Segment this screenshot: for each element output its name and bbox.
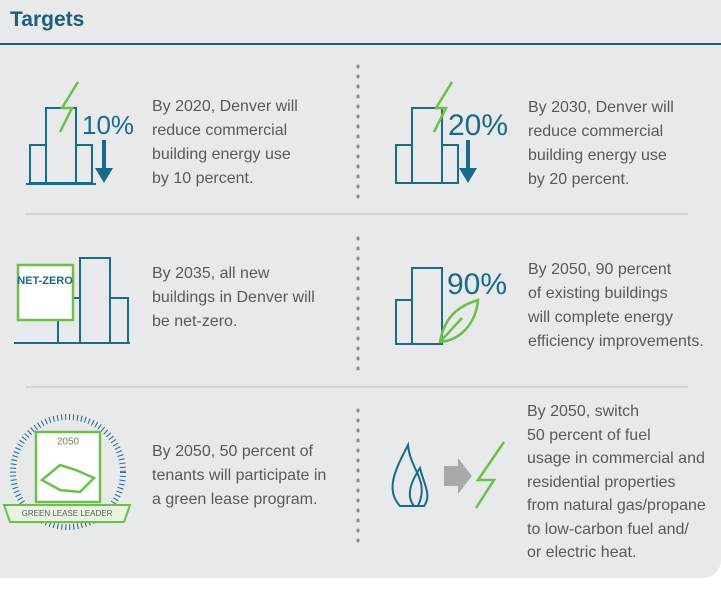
text-line: by 20 percent. — [528, 171, 630, 188]
net-zero-icon — [14, 257, 130, 344]
icon-label: NET-ZERO — [17, 275, 73, 287]
building-leaf-icon — [395, 267, 480, 345]
icon-label: 90% — [447, 268, 507, 301]
title: Targets — [10, 8, 85, 31]
text-line: usage in commercial and — [527, 450, 705, 467]
text-line: or electric heat. — [527, 544, 637, 561]
text-line: By 2050, 50 percent of — [152, 443, 313, 460]
target-text: By 2050, switch 50 percent of fuel usage i… — [527, 400, 706, 565]
text-line: efficiency improvements. — [528, 333, 704, 350]
target-text: By 2030, Denver will reduce commercial bui… — [528, 96, 674, 192]
target-text: By 2050, 50 percent of tenants will parti… — [152, 440, 326, 512]
text-line: By 2050, 90 percent — [528, 261, 672, 278]
text-line: By 2050, switch — [527, 403, 640, 420]
text-line: building energy use — [152, 146, 291, 163]
text-line: 50 percent of fuel — [527, 426, 651, 444]
text-line: of existing buildings — [528, 285, 668, 302]
text-line: to low-carbon fuel and/ — [527, 520, 689, 538]
target-text: By 2020, Denver will reduce commercial bui… — [152, 95, 298, 191]
text-line: reduce commercial — [152, 122, 288, 139]
card — [0, 0, 721, 578]
building-icon — [395, 81, 477, 184]
text-line: by 10 percent. — [152, 170, 254, 187]
green-lease-badge — [2, 414, 132, 530]
icon-label: 20% — [448, 109, 508, 142]
text-line: building energy use — [528, 147, 667, 164]
text-line: buildings in Denver will — [152, 289, 315, 306]
target-text: By 2035, all new buildings in Denver will… — [152, 262, 315, 334]
text-line: residential properties — [527, 473, 676, 491]
text-line: a green lease program. — [152, 491, 318, 508]
text-line: be net-zero. — [152, 313, 238, 330]
text-line: reduce commercial — [528, 123, 664, 140]
icon-label: GREEN LEASE LEADER — [22, 509, 113, 518]
building-icon — [26, 81, 113, 185]
text-line: By 2030, Denver will — [528, 99, 674, 116]
text-line: will complete energy — [528, 309, 673, 326]
text-line: By 2020, Denver will — [152, 98, 298, 115]
icon-label: 10% — [82, 110, 134, 140]
fuel-switch-icon — [391, 441, 506, 509]
target-text: By 2050, 90 percent of existing buildings… — [528, 258, 704, 354]
icon-label: 2050 — [57, 437, 80, 448]
text-line: By 2035, all new — [152, 265, 270, 282]
text-line: from natural gas/propane — [527, 497, 706, 514]
text-line: tenants will participate in — [152, 467, 327, 484]
